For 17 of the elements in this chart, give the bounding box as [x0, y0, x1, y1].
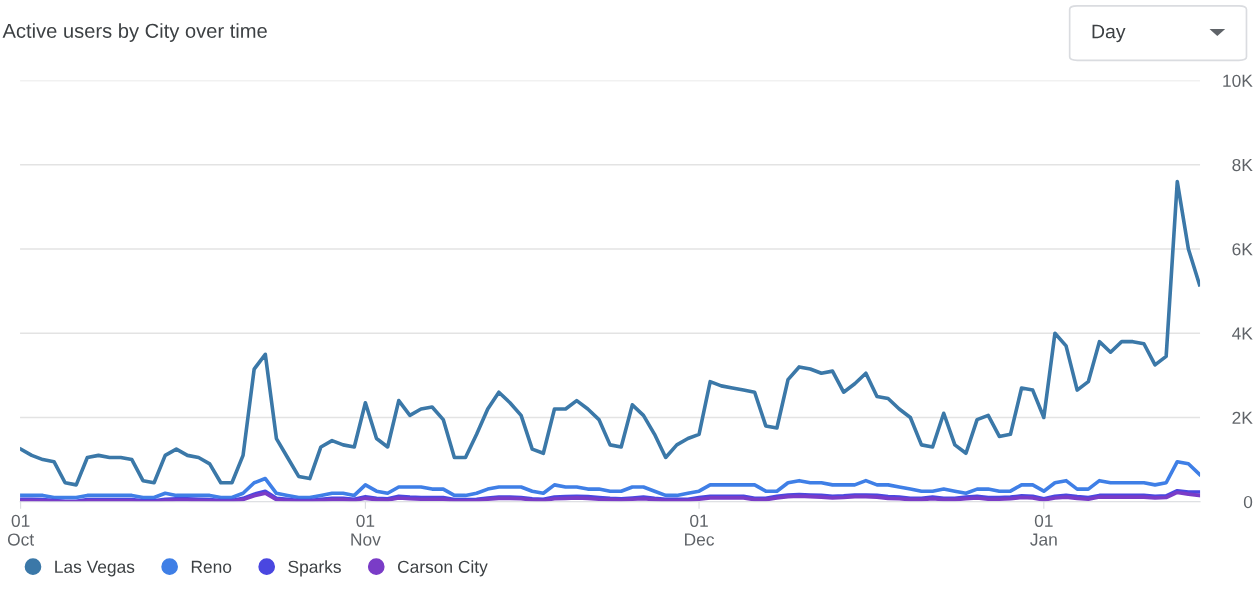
y-tick-label: 0 — [1243, 495, 1253, 509]
chart-title: Active users by City over time — [2, 23, 267, 42]
text: Day — [1092, 24, 1126, 43]
legend-label: Sparks — [288, 560, 341, 577]
y-tick-label: 2K — [1232, 411, 1253, 424]
y-tick-label: 4K — [1232, 327, 1253, 340]
y-tick-label: 6K — [1232, 243, 1253, 256]
y-tick-label: 8K — [1232, 158, 1253, 172]
line-series — [20, 179, 1201, 487]
y-tick-label: 10K — [1223, 74, 1253, 87]
x-tick-label: 01 Oct — [7, 514, 34, 546]
legend-label: Las Vegas — [55, 560, 135, 577]
x-tick-label: 01 Dec — [685, 514, 715, 546]
legend-label: Reno — [191, 560, 232, 573]
x-tick-label: 01 Jan — [1030, 514, 1057, 546]
legend-label: Carson City — [397, 560, 488, 577]
x-tick-label: 01 Nov — [351, 514, 381, 546]
